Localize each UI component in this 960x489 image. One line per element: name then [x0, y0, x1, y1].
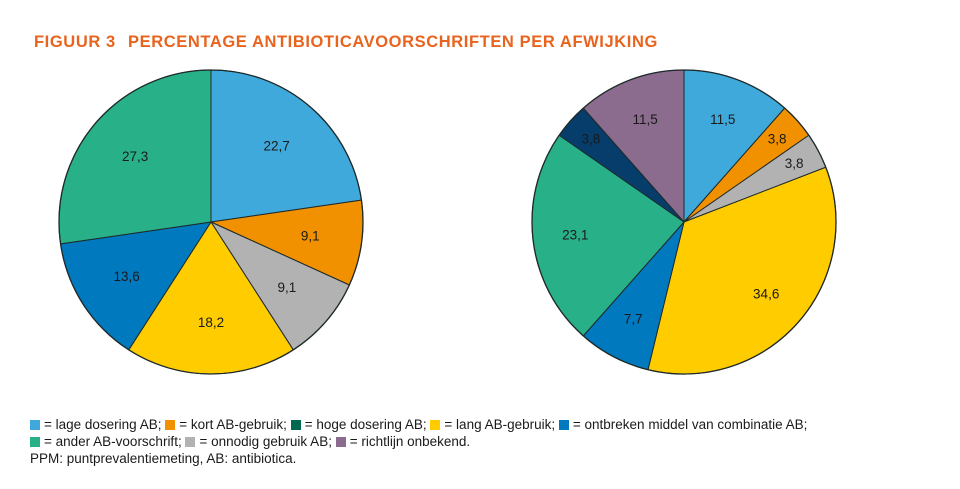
legend-swatch: [290, 420, 301, 430]
legend-item: = hoge dosering AB;: [290, 417, 427, 432]
figure-number: FIGUUR 3: [34, 33, 116, 51]
slice-value-label: 3,8: [785, 156, 804, 171]
legend-swatch: [30, 420, 40, 430]
slice-value-label: 11,5: [710, 112, 735, 127]
legend-swatch: [185, 437, 196, 447]
legend-item: = lage dosering AB;: [30, 417, 161, 432]
abbreviation-note: PPM: puntprevalentiemeting, AB: antibiot…: [30, 451, 297, 466]
slice-value-label: 9,1: [301, 229, 320, 244]
slice-value-label: 34,6: [753, 287, 779, 302]
legend-label: = lang AB-gebruik;: [444, 417, 556, 432]
slice-value-label: 3,8: [768, 132, 787, 147]
legend-label: = richtlijn onbekend.: [349, 434, 471, 449]
legend-item: = richtlijn onbekend.: [335, 434, 471, 449]
legend-line: = lage dosering AB; = kort AB-gebruik; =…: [30, 416, 807, 433]
legend-swatch: [335, 437, 346, 447]
pie-outline: [58, 69, 364, 375]
slice-value-label: 9,1: [278, 280, 297, 295]
slice-value-label: 22,7: [263, 139, 289, 154]
legend-swatch: [30, 437, 40, 447]
slice-value-label: 3,8: [582, 132, 601, 147]
slice-value-label: 27,3: [122, 149, 148, 164]
legend-label: = hoge dosering AB;: [304, 417, 427, 432]
legend-swatch: [165, 420, 176, 430]
legend-item: = onnodig gebruik AB;: [185, 434, 332, 449]
legend-label: = onnodig gebruik AB;: [199, 434, 332, 449]
legend-label: = ander AB-voorschrift;: [44, 434, 182, 449]
pie-chart-2: 11,5 3,8 3,8 34,6 7,7 23,1 3,8 11,5: [531, 69, 837, 375]
legend: = lage dosering AB; = kort AB-gebruik; =…: [30, 416, 807, 450]
slice-value-label: 23,1: [562, 228, 588, 243]
slice-value-label: 18,2: [198, 315, 224, 330]
legend-item: = ander AB-voorschrift;: [30, 434, 182, 449]
legend-swatch: [558, 420, 569, 430]
legend-item: = lang AB-gebruik;: [430, 417, 555, 432]
slice-value-label: 13,6: [113, 269, 139, 284]
legend-item: = kort AB-gebruik;: [165, 417, 287, 432]
legend-label: = kort AB-gebruik;: [179, 417, 287, 432]
legend-label: = lage dosering AB;: [44, 417, 162, 432]
slice-value-label: 11,5: [633, 112, 658, 127]
legend-label: = ontbreken middel van combinatie AB;: [572, 417, 808, 432]
slice-value-label: 7,7: [624, 312, 643, 327]
pie-outline: [531, 69, 837, 375]
figure-title-text: PERCENTAGE ANTIBIOTICAVOORSCHRIFTEN PER …: [128, 33, 658, 51]
legend-item: = ontbreken middel van combinatie AB;: [558, 417, 808, 432]
legend-line: = ander AB-voorschrift; = onnodig gebrui…: [30, 433, 807, 450]
pie-chart-1: 22,7 9,1 9,1 18,2 13,6 27,3: [58, 69, 364, 375]
figure-title: FIGUUR 3 PERCENTAGE ANTIBIOTICAVOORSCHRI…: [34, 33, 658, 52]
legend-swatch: [430, 420, 441, 430]
